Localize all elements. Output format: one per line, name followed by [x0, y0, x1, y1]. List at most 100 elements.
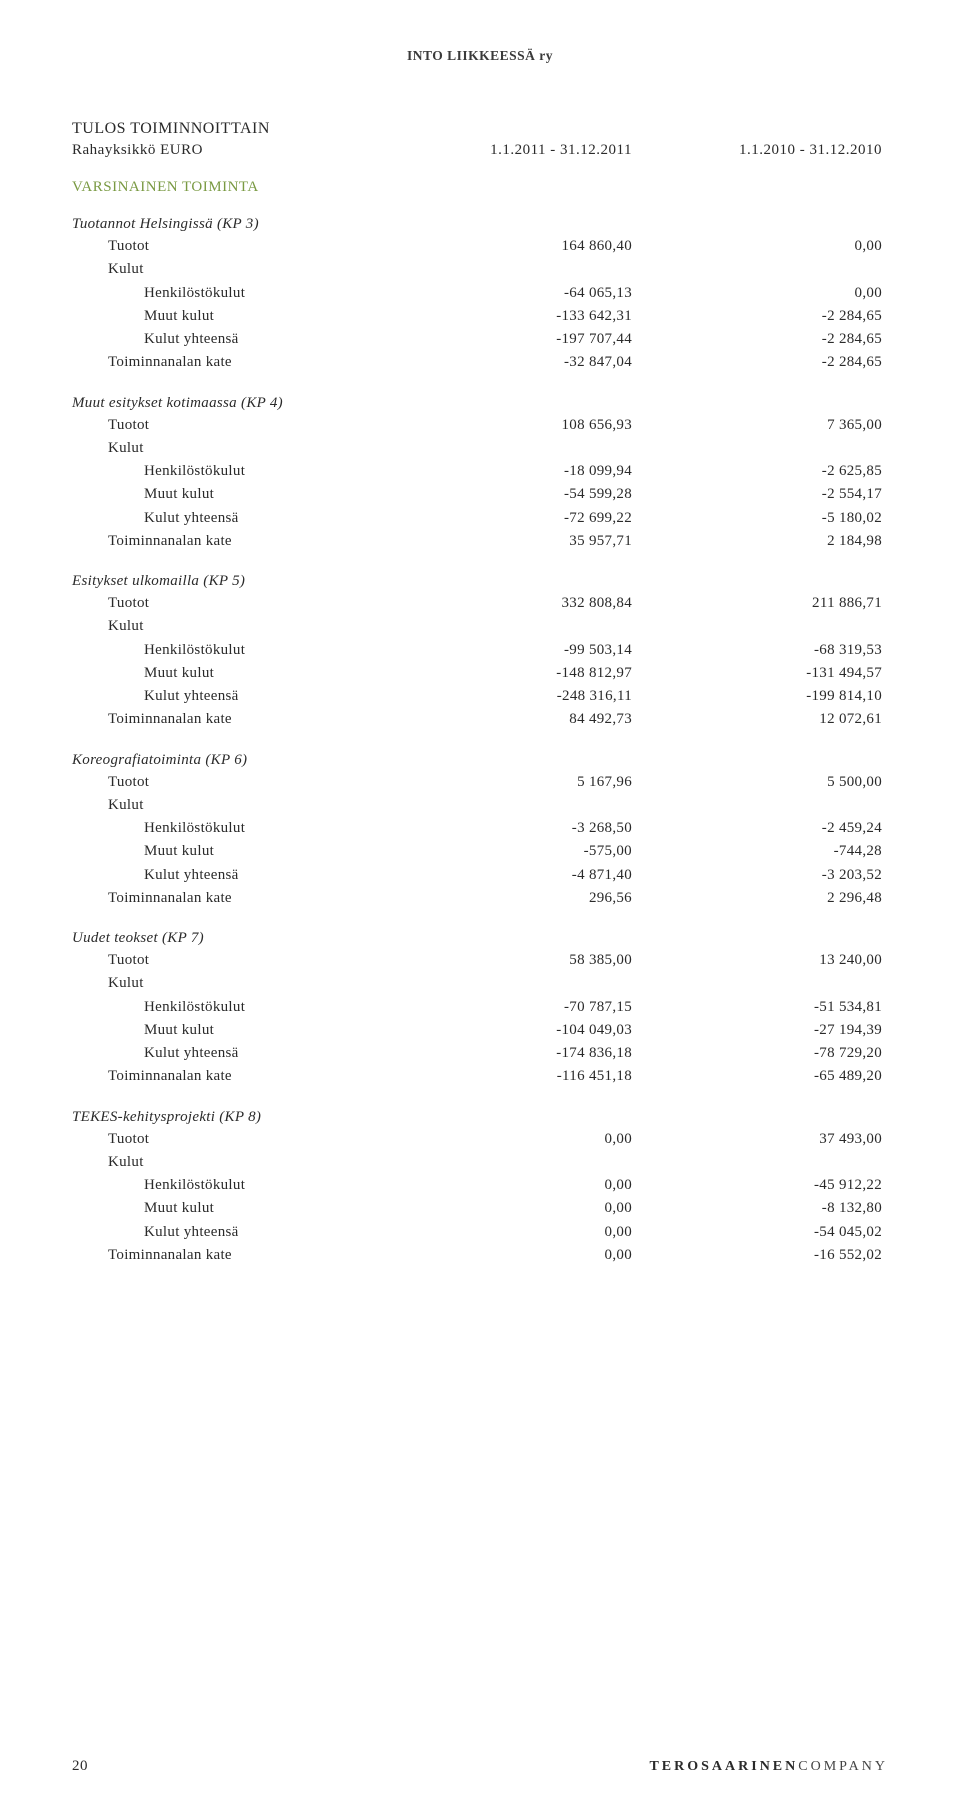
muut-kulut-val2: -2 284,65 — [632, 305, 882, 328]
group-title: Muut esitykset kotimaassa (KP 4) — [72, 395, 888, 412]
muut-kulut-val2: -8 132,80 — [632, 1197, 882, 1220]
group-title: TEKES-kehitysprojekti (KP 8) — [72, 1109, 888, 1126]
tuotot-label: Tuotot — [108, 771, 382, 794]
tuotot-label: Tuotot — [108, 592, 382, 615]
kate-row: Toiminnanalan kate -116 451,18 -65 489,2… — [72, 1065, 888, 1088]
tuotot-val2: 0,00 — [632, 235, 882, 258]
group-title: Koreografiatoiminta (KP 6) — [72, 752, 888, 769]
henkilostokulut-row: Henkilöstökulut -99 503,14 -68 319,53 — [72, 639, 888, 662]
kulut-yhteensa-label: Kulut yhteensä — [144, 864, 382, 887]
tuotot-val1: 164 860,40 — [382, 235, 632, 258]
henkilostokulut-val2: 0,00 — [632, 282, 882, 305]
kulut-yhteensa-row: Kulut yhteensä -174 836,18 -78 729,20 — [72, 1042, 888, 1065]
kulut-yhteensa-row: Kulut yhteensä -4 871,40 -3 203,52 — [72, 864, 888, 887]
henkilostokulut-row: Henkilöstökulut 0,00 -45 912,22 — [72, 1174, 888, 1197]
henkilostokulut-row: Henkilöstökulut -3 268,50 -2 459,24 — [72, 817, 888, 840]
henkilostokulut-val2: -51 534,81 — [632, 996, 882, 1019]
kate-val2: 2 184,98 — [632, 530, 882, 553]
kulut-label-row: Kulut — [72, 258, 888, 281]
org-header: INTO LIIKKEESSÄ ry — [72, 48, 888, 64]
kulut-label: Kulut — [108, 615, 144, 638]
kulut-yhteensa-val1: -197 707,44 — [382, 328, 632, 351]
kulut-label-row: Kulut — [72, 1151, 888, 1174]
kulut-label: Kulut — [108, 437, 144, 460]
kulut-yhteensa-val2: -54 045,02 — [632, 1221, 882, 1244]
henkilostokulut-label: Henkilöstökulut — [144, 817, 382, 840]
kulut-yhteensa-row: Kulut yhteensä -248 316,11 -199 814,10 — [72, 685, 888, 708]
kulut-label: Kulut — [108, 794, 144, 817]
kulut-yhteensa-val2: -199 814,10 — [632, 685, 882, 708]
kulut-yhteensa-val1: -72 699,22 — [382, 507, 632, 530]
kate-val2: -2 284,65 — [632, 351, 882, 374]
henkilostokulut-val1: -99 503,14 — [382, 639, 632, 662]
kulut-yhteensa-val1: -174 836,18 — [382, 1042, 632, 1065]
kulut-label-row: Kulut — [72, 972, 888, 995]
group-title: Esitykset ulkomailla (KP 5) — [72, 573, 888, 590]
henkilostokulut-val1: -18 099,94 — [382, 460, 632, 483]
kate-val1: 84 492,73 — [382, 708, 632, 731]
kate-label: Toiminnanalan kate — [108, 1244, 382, 1267]
group-block: Muut esitykset kotimaassa (KP 4) Tuotot … — [72, 395, 888, 554]
group-block: TEKES-kehitysprojekti (KP 8) Tuotot 0,00… — [72, 1109, 888, 1268]
tuotot-row: Tuotot 5 167,96 5 500,00 — [72, 771, 888, 794]
muut-kulut-row: Muut kulut -148 812,97 -131 494,57 — [72, 662, 888, 685]
tuotot-val2: 211 886,71 — [632, 592, 882, 615]
tuotot-val1: 0,00 — [382, 1128, 632, 1151]
tuotot-row: Tuotot 164 860,40 0,00 — [72, 235, 888, 258]
section-title: TULOS TOIMINNOITTAIN — [72, 120, 888, 138]
tuotot-val2: 5 500,00 — [632, 771, 882, 794]
kulut-yhteensa-row: Kulut yhteensä 0,00 -54 045,02 — [72, 1221, 888, 1244]
kulut-label-row: Kulut — [72, 437, 888, 460]
company-bold: TEROSAARINEN — [649, 1759, 798, 1774]
kulut-yhteensa-val1: -4 871,40 — [382, 864, 632, 887]
henkilostokulut-label: Henkilöstökulut — [144, 460, 382, 483]
kulut-yhteensa-label: Kulut yhteensä — [144, 328, 382, 351]
muut-kulut-row: Muut kulut -104 049,03 -27 194,39 — [72, 1019, 888, 1042]
kate-val2: -16 552,02 — [632, 1244, 882, 1267]
kulut-yhteensa-val2: -3 203,52 — [632, 864, 882, 887]
muut-kulut-row: Muut kulut -54 599,28 -2 554,17 — [72, 483, 888, 506]
kate-val1: 0,00 — [382, 1244, 632, 1267]
muut-kulut-row: Muut kulut -133 642,31 -2 284,65 — [72, 305, 888, 328]
kate-label: Toiminnanalan kate — [108, 530, 382, 553]
henkilostokulut-val2: -2 459,24 — [632, 817, 882, 840]
kulut-yhteensa-label: Kulut yhteensä — [144, 1042, 382, 1065]
tuotot-label: Tuotot — [108, 949, 382, 972]
kate-val2: -65 489,20 — [632, 1065, 882, 1088]
category-title: VARSINAINEN TOIMINTA — [72, 179, 888, 196]
muut-kulut-label: Muut kulut — [144, 1197, 382, 1220]
group-block: Uudet teokset (KP 7) Tuotot 58 385,00 13… — [72, 930, 888, 1089]
henkilostokulut-val1: -3 268,50 — [382, 817, 632, 840]
groups-container: Tuotannot Helsingissä (KP 3) Tuotot 164 … — [72, 216, 888, 1267]
tuotot-label: Tuotot — [108, 1128, 382, 1151]
tuotot-val1: 332 808,84 — [382, 592, 632, 615]
henkilostokulut-val1: -70 787,15 — [382, 996, 632, 1019]
kulut-label: Kulut — [108, 258, 144, 281]
tuotot-val2: 7 365,00 — [632, 414, 882, 437]
henkilostokulut-val1: -64 065,13 — [382, 282, 632, 305]
kulut-yhteensa-val1: -248 316,11 — [382, 685, 632, 708]
tuotot-label: Tuotot — [108, 414, 382, 437]
henkilostokulut-label: Henkilöstökulut — [144, 639, 382, 662]
henkilostokulut-val2: -2 625,85 — [632, 460, 882, 483]
henkilostokulut-label: Henkilöstökulut — [144, 282, 382, 305]
page-number: 20 — [72, 1758, 88, 1775]
group-block: Esitykset ulkomailla (KP 5) Tuotot 332 8… — [72, 573, 888, 732]
group-title: Uudet teokset (KP 7) — [72, 930, 888, 947]
kulut-yhteensa-val2: -5 180,02 — [632, 507, 882, 530]
kulut-yhteensa-label: Kulut yhteensä — [144, 685, 382, 708]
henkilostokulut-val2: -68 319,53 — [632, 639, 882, 662]
group-block: Koreografiatoiminta (KP 6) Tuotot 5 167,… — [72, 752, 888, 911]
muut-kulut-label: Muut kulut — [144, 662, 382, 685]
kate-row: Toiminnanalan kate 0,00 -16 552,02 — [72, 1244, 888, 1267]
company-light: COMPANY — [798, 1759, 888, 1774]
kulut-yhteensa-row: Kulut yhteensä -197 707,44 -2 284,65 — [72, 328, 888, 351]
tuotot-row: Tuotot 58 385,00 13 240,00 — [72, 949, 888, 972]
kate-label: Toiminnanalan kate — [108, 1065, 382, 1088]
kate-val2: 2 296,48 — [632, 887, 882, 910]
kulut-yhteensa-val2: -2 284,65 — [632, 328, 882, 351]
tuotot-row: Tuotot 332 808,84 211 886,71 — [72, 592, 888, 615]
muut-kulut-row: Muut kulut -575,00 -744,28 — [72, 840, 888, 863]
kate-row: Toiminnanalan kate -32 847,04 -2 284,65 — [72, 351, 888, 374]
kulut-label: Kulut — [108, 972, 144, 995]
